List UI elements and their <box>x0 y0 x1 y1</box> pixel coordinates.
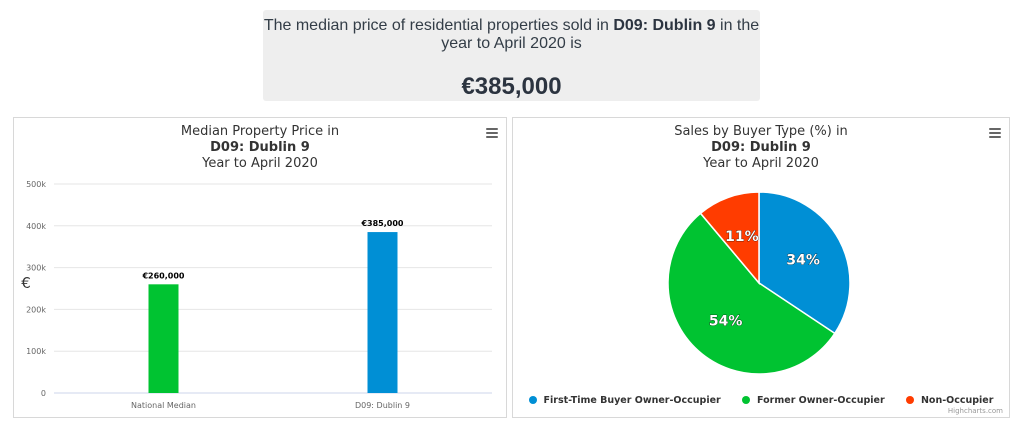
pie-data-label: 54% <box>709 313 743 329</box>
credits-link[interactable]: Highcharts.com <box>947 407 1003 415</box>
y-tick-label: 300k <box>26 264 46 273</box>
y-axis-title: € <box>21 274 31 292</box>
buyer-type-chart-panel: Sales by Buyer Type (%) in D09: Dublin 9… <box>512 117 1010 418</box>
pie-chart-title-line3: Year to April 2020 <box>703 156 819 171</box>
y-tick-label: 500k <box>26 180 46 189</box>
pie-chart-svg: 34% 54% 11% <box>667 191 851 375</box>
pie-slice[interactable] <box>667 212 836 375</box>
pie-chart-title-line1: Sales by Buyer Type (%) in <box>674 124 848 139</box>
median-price-chart-panel: Median Property Price in D09: Dublin 9 Y… <box>13 117 507 418</box>
median-price-banner: The median price of residential properti… <box>263 10 760 101</box>
bar-data-label: €385,000 <box>360 219 403 228</box>
y-tick-label: 200k <box>26 305 46 314</box>
pie-data-label: 11% <box>725 229 759 245</box>
legend-label-first-time-buyer: First-Time Buyer Owner-Occupier <box>543 395 721 406</box>
bar-chart-svg: 0 100k 200k 300k 400k 500k € €260,000 National M… <box>21 180 492 410</box>
banner-text-line2: year to April 2020 is <box>441 35 582 52</box>
legend-dot-non-occupier <box>905 396 914 404</box>
legend-dot-first-time-buyer <box>528 396 537 404</box>
bar-chart-menu-icon[interactable] <box>486 128 498 138</box>
legend-item-first-time-buyer[interactable]: First-Time Buyer Owner-Occupier <box>528 395 721 406</box>
bar-chart-title: Median Property Price in D09: Dublin 9 Y… <box>14 124 506 172</box>
legend-label-former-owner: Former Owner-Occupier <box>757 395 885 406</box>
pie-legend: First-Time Buyer Owner-Occupier Former O… <box>513 395 1009 406</box>
x-tick-label: D09: Dublin 9 <box>355 401 410 410</box>
pie-chart-title-line2: D09: Dublin 9 <box>711 140 811 155</box>
banner-text-after: in the <box>715 17 760 34</box>
bar[interactable] <box>367 232 398 393</box>
banner-text-line1: The median price of residential properti… <box>263 17 760 35</box>
x-tick-label: National Median <box>131 401 196 410</box>
pie-chart-menu-icon[interactable] <box>989 128 1001 138</box>
y-tick-label: 100k <box>26 347 46 356</box>
legend-dot-former-owner <box>742 396 751 404</box>
legend-item-former-owner[interactable]: Former Owner-Occupier <box>742 395 885 406</box>
pie-chart-title: Sales by Buyer Type (%) in D09: Dublin 9… <box>513 124 1009 172</box>
bar-chart-title-line2: D09: Dublin 9 <box>210 140 310 155</box>
bar[interactable] <box>148 284 179 393</box>
pie-slice[interactable] <box>699 191 760 286</box>
y-tick-label: 400k <box>26 222 46 231</box>
y-tick-label: 0 <box>41 389 46 398</box>
banner-price: €385,000 <box>461 73 562 100</box>
bar-chart-title-line3: Year to April 2020 <box>202 156 318 171</box>
bar-data-label: €260,000 <box>141 271 184 280</box>
banner-text-before: The median price of residential properti… <box>263 17 614 34</box>
banner-area: D09: Dublin 9 <box>613 17 716 34</box>
legend-label-non-occupier: Non-Occupier <box>920 395 994 406</box>
legend-item-non-occupier[interactable]: Non-Occupier <box>905 395 994 406</box>
bar-chart-title-line1: Median Property Price in <box>180 124 340 139</box>
pie-data-label: 34% <box>786 252 820 268</box>
